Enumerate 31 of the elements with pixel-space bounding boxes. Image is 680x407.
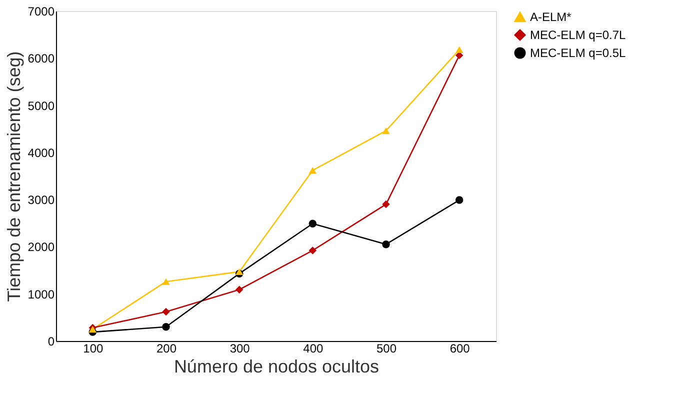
legend-label: MEC-ELM q=0.7L bbox=[530, 28, 626, 42]
point bbox=[455, 196, 464, 204]
y-axis-title: Tiempo de entrenamiento (seg) bbox=[4, 51, 24, 302]
point bbox=[382, 127, 390, 134]
point bbox=[162, 278, 170, 285]
x-tick-label: 100 bbox=[83, 342, 104, 356]
y-tick-label: 3000 bbox=[28, 193, 55, 208]
point bbox=[162, 322, 170, 331]
y-tick-label: 5000 bbox=[28, 98, 55, 113]
x-tick-label: 300 bbox=[230, 342, 250, 356]
point bbox=[162, 308, 170, 316]
legend-label: A-ELM* bbox=[530, 10, 572, 24]
x-tick-label: 500 bbox=[376, 342, 397, 356]
point bbox=[455, 46, 464, 54]
x-axis-title: Número de nodos ocultos bbox=[174, 356, 380, 376]
y-tick-label: 7000 bbox=[28, 4, 55, 18]
point bbox=[308, 220, 317, 228]
y-tick-label: 1000 bbox=[28, 287, 55, 302]
legend-label: MEC-ELM q=0.5L bbox=[530, 46, 626, 60]
x-tick-label: 600 bbox=[450, 342, 470, 356]
point bbox=[382, 200, 390, 208]
y-tick-label: 2000 bbox=[28, 240, 55, 254]
x-tick-label: 200 bbox=[156, 342, 177, 356]
point bbox=[308, 166, 317, 174]
y-tick-label: 6000 bbox=[28, 52, 55, 66]
x-tick-label: 400 bbox=[303, 342, 324, 356]
point bbox=[382, 240, 390, 248]
y-tick-label: 4000 bbox=[28, 146, 55, 160]
y-tick-label: 0 bbox=[48, 334, 55, 348]
point bbox=[235, 286, 244, 294]
point bbox=[308, 246, 317, 254]
